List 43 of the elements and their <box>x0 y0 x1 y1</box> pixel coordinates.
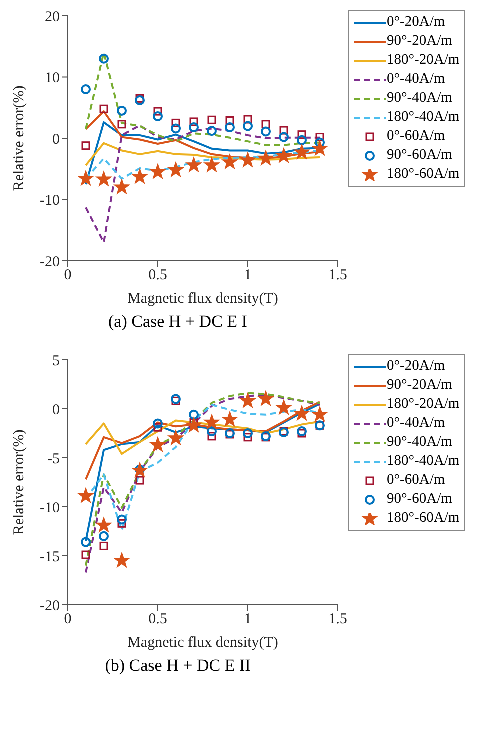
x-tick-label: 0.5 <box>148 268 168 284</box>
x-tick-label: 0 <box>64 612 72 628</box>
y-tick-label: -15 <box>40 549 60 566</box>
x-tick-label: 1 <box>244 612 252 628</box>
x-tick-label: 0 <box>64 268 72 284</box>
legend-label: 0°-20A/m <box>387 357 446 376</box>
legend-label: 180°-20A/m <box>387 395 460 414</box>
y-tick-label: -5 <box>48 451 60 468</box>
legend-label: 90°-60A/m <box>387 146 452 165</box>
y-tick-label: 20 <box>45 9 60 26</box>
legend-label: 180°-60A/m <box>387 509 460 528</box>
legend-label: 180°-20A/m <box>387 51 460 70</box>
y-tick-label: -20 <box>40 598 60 614</box>
y-axis-title: Relative error(%) <box>11 86 28 192</box>
y-tick-label: 0 <box>52 402 60 418</box>
y-tick-label: 0 <box>52 132 60 148</box>
legend-label: 90°-20A/m <box>387 32 452 51</box>
x-tick-label: 1.5 <box>328 268 348 284</box>
x-axis-title: Magnetic flux density(T) <box>128 635 278 651</box>
y-tick-label: -20 <box>40 254 60 270</box>
y-tick-label: -10 <box>40 500 60 516</box>
x-tick-label: 0.5 <box>148 612 168 628</box>
legend-label: 90°-40A/m <box>387 89 452 108</box>
legend-label: 90°-20A/m <box>387 376 452 395</box>
text: (b) Case H + DC E II <box>104 656 252 676</box>
legend-label: 90°-40A/m <box>387 433 452 452</box>
legend-label: 180°-40A/m <box>387 452 460 471</box>
x-axis-title: Magnetic flux density(T) <box>128 291 278 307</box>
y-tick-label: 5 <box>52 353 60 370</box>
x-tick-label: 1 <box>244 268 252 284</box>
legend-label: 180°-40A/m <box>387 108 460 127</box>
text: (a) Case H + DC E I <box>108 312 248 332</box>
legend-label: 180°-60A/m <box>387 165 460 184</box>
x-tick-label: 1.5 <box>328 612 348 628</box>
legend-label: 0°-40A/m <box>387 414 446 433</box>
legend-label: 0°-60A/m <box>387 127 446 146</box>
legend-label: 0°-60A/m <box>387 471 446 490</box>
y-axis-title: Relative error(%) <box>11 430 28 536</box>
y-tick-label: -10 <box>40 193 60 210</box>
legend-label: 0°-40A/m <box>387 70 446 89</box>
legend-label: 0°-20A/m <box>387 13 446 32</box>
legend-label: 90°-60A/m <box>387 490 452 509</box>
y-tick-label: 10 <box>45 70 60 87</box>
